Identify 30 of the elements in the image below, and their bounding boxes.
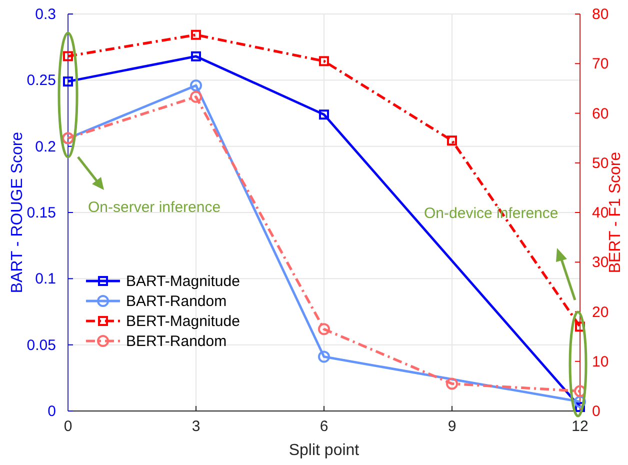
y-tick-label: 0.3: [35, 6, 56, 23]
y2-tick-label: 60: [592, 105, 609, 122]
annotation: On-server inference: [88, 199, 221, 216]
y-tick-label: 0.15: [26, 204, 56, 222]
y2-tick-label: 10: [592, 353, 609, 370]
legend-label: BERT-Magnitude: [126, 313, 240, 330]
y-tick-label: 0.05: [26, 336, 56, 354]
y-tick-label: 0.1: [35, 270, 56, 288]
y2-tick-label: 30: [592, 254, 609, 272]
y2-tick-label: 20: [592, 304, 609, 321]
x-tick-label: 9: [448, 418, 456, 435]
x-tick-label: 6: [320, 418, 328, 435]
y2-tick-label: 40: [592, 204, 609, 222]
x-tick-label: 12: [572, 418, 588, 435]
y-tick-label: 0.2: [35, 138, 56, 156]
x-tick-label: 3: [192, 418, 200, 435]
y-axis-title: BART - ROUGE Score: [9, 132, 26, 294]
y2-tick-label: 80: [592, 6, 609, 23]
legend-label: BART-Magnitude: [126, 273, 240, 290]
legend-label: BERT-Random: [126, 333, 227, 350]
y2-tick-label: 0: [592, 403, 600, 420]
legend-label: BART-Random: [126, 293, 227, 310]
annotation: On-device inference: [424, 205, 558, 222]
x-tick-label: 0: [64, 418, 72, 435]
y2-tick-label: 50: [592, 154, 609, 172]
y-tick-label: 0: [48, 403, 56, 420]
y2-axis-title: BERT - F1 Score: [607, 152, 624, 274]
y-tick-label: 0.25: [26, 72, 56, 90]
y2-tick-label: 70: [592, 56, 609, 73]
x-axis-title: Split point: [288, 442, 360, 459]
